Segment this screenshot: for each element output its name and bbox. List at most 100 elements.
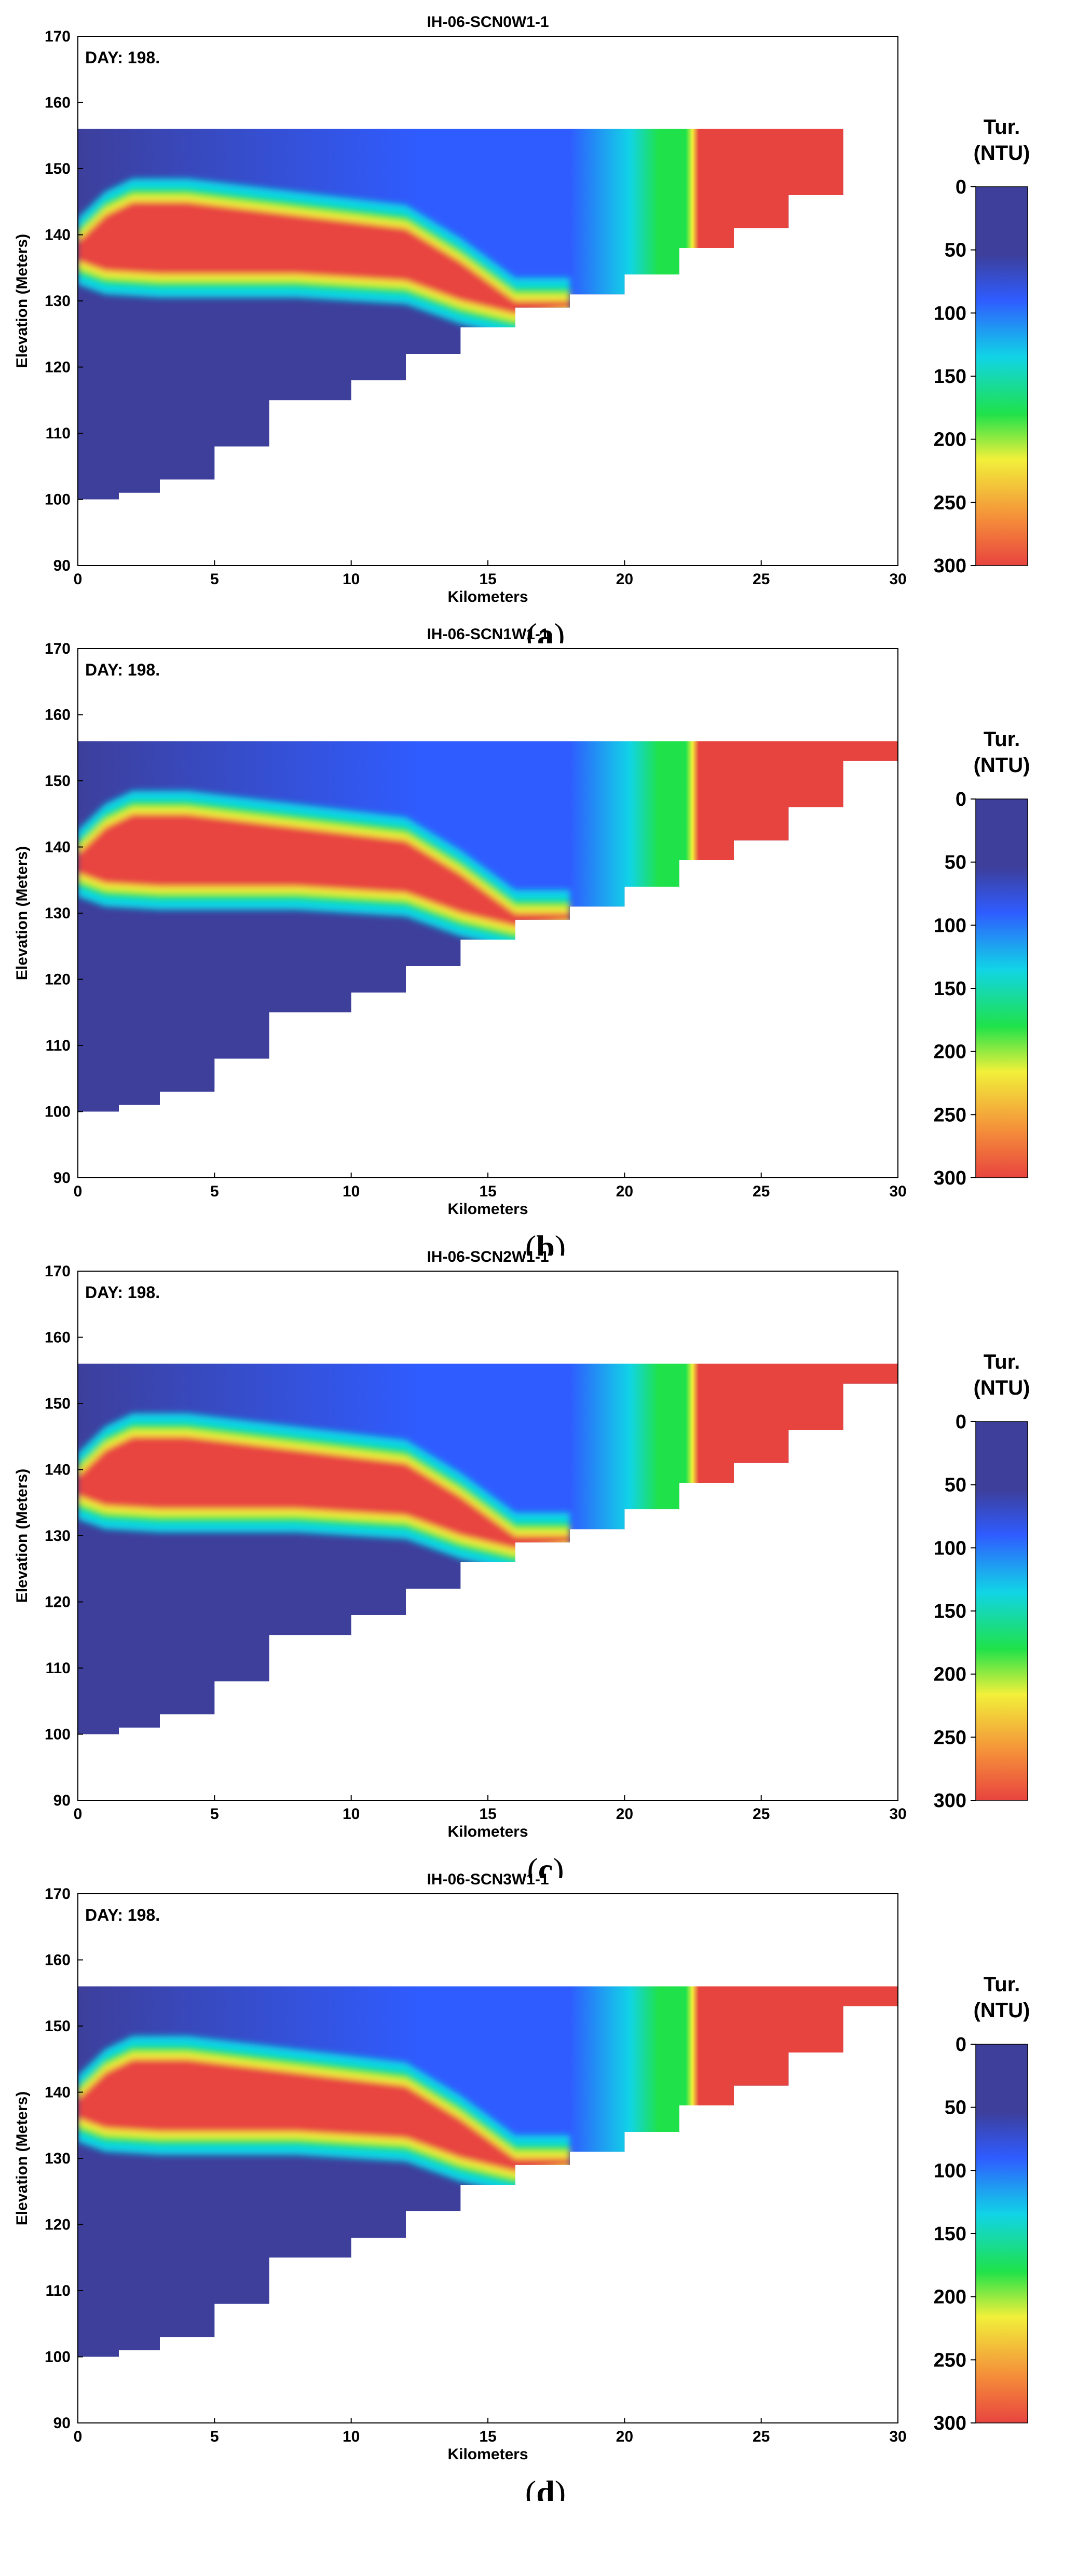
y-tick-label: 90 [53,557,71,574]
y-tick-label: 160 [45,1952,71,1969]
chart-title: IH-06-SCN0W1-1 [427,13,549,31]
y-tick-label: 150 [45,160,71,177]
plume-core [78,814,570,927]
x-tick-label: 30 [889,1183,906,1200]
y-tick-label: 110 [46,1660,71,1677]
y-tick-label: 100 [45,491,71,508]
x-tick-label: 0 [74,1183,83,1200]
colorbar-tick-label: 200 [934,2286,966,2308]
y-tick-label: 150 [45,2018,71,2035]
y-tick-label: 130 [45,2150,71,2167]
colorbar-tick-label: 250 [934,1104,966,1126]
colorbar-scale [975,2044,1028,2423]
y-tick-label: 170 [45,1263,71,1280]
colorbar-unit: (NTU) [974,1376,1030,1399]
panel-caption: (b) [525,1229,566,1256]
colorbar-tick-label: 100 [934,302,966,324]
x-tick-label: 25 [753,2428,770,2445]
y-tick-label: 170 [45,28,71,45]
x-tick-label: 15 [479,2428,496,2445]
x-tick-label: 5 [210,1806,219,1823]
y-tick-label: 100 [45,1726,71,1743]
chart-svg-a: IH-06-SCN0W1-1 DAY: 198. 0 5 10 15 20 25 30 90 100… [13,13,1030,643]
y-tick-label: 160 [45,707,71,724]
x-tick-label: 0 [74,1806,83,1823]
plume-core [78,1436,570,1549]
y-tick-label: 140 [45,2084,71,2101]
colorbar-tick-label: 250 [934,1727,966,1748]
colorbar-tick-label: 150 [934,978,966,1000]
x-tick-label: 25 [753,571,770,588]
colorbar: Tur. (NTU) 0 50 100 150 200 250 300 [934,728,1030,1189]
y-tick-label: 130 [45,293,71,310]
y-tick-label: 130 [45,905,71,922]
x-tick-label: 5 [210,571,219,588]
colorbar-tick-label: 200 [934,1041,966,1063]
day-annotation: DAY: 198. [85,660,160,679]
x-tick-label: 20 [616,2428,633,2445]
x-tick-label: 10 [343,571,360,588]
turbidity-plume [78,178,570,338]
plume-core [78,201,570,314]
turbidity-field [78,1986,898,2364]
chart-svg-d: IH-06-SCN3W1-1 DAY: 198. 0 5 10 15 20 25 30 90 100… [13,1871,1030,2501]
turbidity-plume [78,2036,570,2195]
y-tick-label: 140 [45,839,71,856]
turbidity-field [78,741,898,1119]
colorbar-scale [975,186,1028,566]
chart-title: IH-06-SCN3W1-1 [427,1871,549,1888]
x-tick-label: 10 [343,1806,360,1823]
y-tick-label: 110 [46,1037,71,1054]
y-tick-label: 120 [45,2216,71,2234]
colorbar-title: Tur. [984,116,1020,139]
colorbar-tick-label: 0 [956,1411,966,1433]
colorbar-tick-label: 250 [934,492,966,514]
x-axis-label: Kilometers [447,1823,528,1840]
chart-title: IH-06-SCN2W1-1 [427,1248,549,1265]
x-tick-label: 30 [889,571,906,588]
x-tick-label: 20 [616,571,633,588]
x-tick-label: 0 [74,571,83,588]
x-tick-label: 5 [210,1183,219,1200]
colorbar-tick-label: 150 [934,366,966,388]
x-tick-label: 25 [753,1806,770,1823]
y-tick-label: 160 [45,1329,71,1346]
chart-panel-a: IH-06-SCN0W1-1 DAY: 198. 0 5 10 15 20 25 30 90 100… [0,0,1091,643]
y-tick-label: 150 [45,1395,71,1412]
x-tick-label: 15 [479,571,496,588]
colorbar-title: Tur. [984,1973,1020,1996]
panel-caption-letter: c [538,1851,553,1878]
colorbar-tick-label: 150 [934,2223,966,2245]
x-tick-label: 25 [753,1183,770,1200]
y-axis-label: Elevation (Meters) [13,846,31,980]
colorbar-tick-label: 300 [934,1790,966,1812]
y-tick-label: 120 [45,359,71,376]
y-tick-label: 100 [45,1104,71,1121]
panel-caption: (a) [526,616,565,643]
colorbar-tick-label: 200 [934,429,966,451]
y-tick-label: 90 [53,2415,71,2432]
colorbar-tick-label: 50 [945,1475,966,1496]
panel-caption: (c) [527,1851,564,1878]
day-annotation: DAY: 198. [85,1906,160,1924]
colorbar-scale [975,798,1028,1178]
colorbar-tick-label: 0 [956,176,966,198]
colorbar-tick-label: 50 [945,2097,966,2119]
colorbar-tick-label: 0 [956,789,966,810]
panel-caption-letter: b [536,1229,555,1256]
chart-title: IH-06-SCN1W1-1 [427,626,549,643]
y-tick-label: 90 [53,1792,71,1809]
x-tick-label: 10 [343,1183,360,1200]
turbidity-field [78,129,884,506]
y-tick-label: 110 [46,425,71,442]
y-tick-label: 170 [45,640,71,657]
y-axis-label: Elevation (Meters) [13,2091,31,2225]
colorbar-unit: (NTU) [974,754,1030,777]
y-axis-label: Elevation (Meters) [13,234,31,368]
x-tick-label: 20 [616,1806,633,1823]
chart-svg-c: IH-06-SCN2W1-1 DAY: 198. 0 5 10 15 20 25 30 90 100… [13,1248,1030,1878]
y-tick-label: 110 [46,2282,71,2299]
colorbar-tick-label: 50 [945,240,966,261]
y-tick-label: 100 [45,2349,71,2366]
colorbar-tick-label: 200 [934,1664,966,1686]
